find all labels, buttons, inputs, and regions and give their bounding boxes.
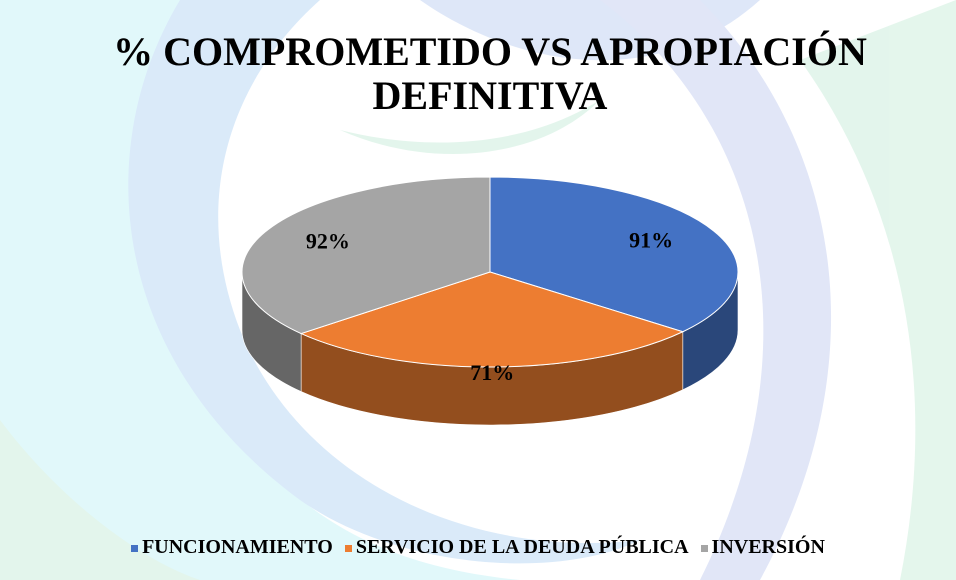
legend-item: FUNCIONAMIENTO: [131, 536, 333, 559]
legend: FUNCIONAMIENTO SERVICIO DE LA DEUDA PÚBLI…: [0, 536, 956, 559]
legend-swatch: [700, 544, 708, 552]
chart-title: % COMPROMETIDO VS APROPIACIÓN DEFINITIVA: [113, 29, 867, 118]
data-label: 71%: [470, 360, 514, 385]
data-label: 92%: [306, 228, 350, 253]
legend-label: FUNCIONAMIENTO: [142, 536, 333, 558]
legend-label: SERVICIO DE LA DEUDA PÚBLICA: [355, 536, 689, 558]
data-label: 91%: [629, 228, 673, 253]
legend-swatch: [344, 544, 352, 552]
legend-swatch: [131, 544, 139, 552]
legend-item: INVERSIÓN: [700, 536, 825, 559]
slice: [489, 176, 739, 333]
slice: [241, 176, 491, 335]
legend-item: SERVICIO DE LA DEUDA PÚBLICA: [344, 536, 689, 559]
slice: [299, 271, 685, 368]
legend-label: INVERSIÓN: [711, 536, 825, 558]
pie: 91% 71% 92%: [241, 176, 739, 426]
